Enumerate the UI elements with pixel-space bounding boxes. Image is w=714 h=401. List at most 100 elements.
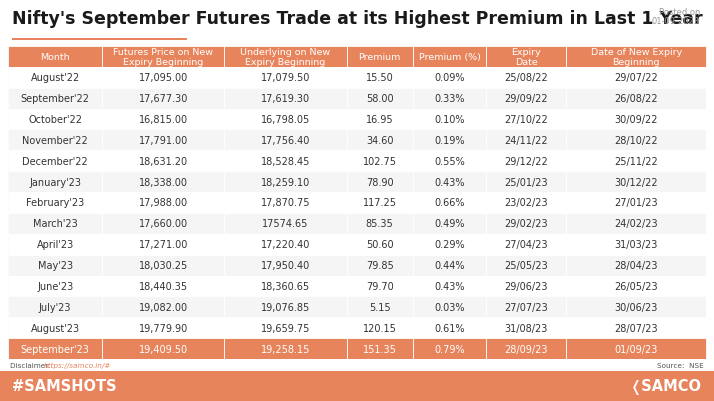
Text: 17,950.40: 17,950.40	[261, 261, 310, 270]
Text: 25/08/22: 25/08/22	[504, 73, 548, 83]
Bar	[102, 109, 224, 130]
Text: 19,258.15: 19,258.15	[261, 344, 310, 354]
Bar	[8, 151, 102, 172]
Bar	[413, 151, 486, 172]
Bar	[8, 192, 102, 213]
Text: 0.43%: 0.43%	[434, 177, 465, 187]
Text: Posted on: Posted on	[658, 8, 700, 17]
Bar	[566, 192, 706, 213]
Bar	[566, 255, 706, 276]
Bar	[486, 68, 566, 89]
Text: 18,440.35: 18,440.35	[139, 281, 188, 291]
Text: 17,660.00: 17,660.00	[139, 219, 188, 229]
Bar	[224, 109, 346, 130]
Text: 79.85: 79.85	[366, 261, 393, 270]
Text: 0.03%: 0.03%	[434, 302, 465, 312]
Text: 18,030.25: 18,030.25	[139, 261, 188, 270]
Bar	[486, 89, 566, 109]
Bar	[224, 318, 346, 338]
Text: 79.70: 79.70	[366, 281, 393, 291]
Bar	[566, 276, 706, 297]
Bar	[346, 47, 413, 68]
Bar	[566, 68, 706, 89]
Text: 17,756.40: 17,756.40	[261, 136, 310, 146]
Bar	[486, 276, 566, 297]
Text: 29/06/23: 29/06/23	[505, 281, 548, 291]
Bar	[413, 276, 486, 297]
Text: 25/01/23: 25/01/23	[505, 177, 548, 187]
Text: 25/11/22: 25/11/22	[614, 156, 658, 166]
Bar	[224, 234, 346, 255]
Bar	[486, 338, 566, 359]
Bar	[486, 297, 566, 318]
Bar	[224, 297, 346, 318]
Text: https://samco.in/#: https://samco.in/#	[44, 362, 111, 368]
Text: 0.44%: 0.44%	[434, 261, 465, 270]
Text: 29/02/23: 29/02/23	[505, 219, 548, 229]
Text: Underlying on New
Expiry Beginning: Underlying on New Expiry Beginning	[241, 47, 331, 67]
Text: April'23: April'23	[36, 240, 74, 249]
Bar	[486, 172, 566, 192]
Text: 16,815.00: 16,815.00	[139, 115, 188, 125]
Text: 30/12/22: 30/12/22	[614, 177, 658, 187]
Text: October'22: October'22	[28, 115, 82, 125]
Text: 17,791.00: 17,791.00	[139, 136, 188, 146]
Text: 17,988.00: 17,988.00	[139, 198, 188, 208]
Bar	[486, 130, 566, 151]
Text: Month: Month	[40, 53, 70, 62]
Bar	[102, 89, 224, 109]
Text: 78.90: 78.90	[366, 177, 393, 187]
Text: September'23: September'23	[21, 344, 89, 354]
Bar	[102, 276, 224, 297]
Text: September'22: September'22	[21, 94, 90, 104]
Bar	[102, 47, 224, 68]
Bar	[0, 0, 714, 47]
Bar	[224, 192, 346, 213]
Text: 0.49%: 0.49%	[434, 219, 465, 229]
Text: 23/02/23: 23/02/23	[505, 198, 548, 208]
Text: August'23: August'23	[31, 323, 80, 333]
Text: 16.95: 16.95	[366, 115, 393, 125]
Text: Futures Price on New
Expiry Beginning: Futures Price on New Expiry Beginning	[114, 47, 213, 67]
Text: 01/09/23: 01/09/23	[615, 344, 658, 354]
Bar	[346, 213, 413, 234]
Bar	[224, 172, 346, 192]
Bar	[8, 47, 102, 68]
Text: 27/07/23: 27/07/23	[504, 302, 548, 312]
Text: 17,271.00: 17,271.00	[139, 240, 188, 249]
Bar	[413, 47, 486, 68]
Bar	[0, 359, 714, 371]
Bar	[413, 297, 486, 318]
Text: 0.19%: 0.19%	[434, 136, 465, 146]
Bar	[224, 255, 346, 276]
Bar	[346, 192, 413, 213]
Bar	[566, 338, 706, 359]
Bar	[486, 192, 566, 213]
Bar	[413, 172, 486, 192]
Bar	[346, 255, 413, 276]
Bar	[486, 318, 566, 338]
Text: 28/09/23: 28/09/23	[505, 344, 548, 354]
Bar	[346, 109, 413, 130]
Text: 0.61%: 0.61%	[434, 323, 465, 333]
Bar	[346, 130, 413, 151]
Bar	[102, 192, 224, 213]
Text: 28/04/23: 28/04/23	[615, 261, 658, 270]
Bar	[566, 109, 706, 130]
Bar	[224, 130, 346, 151]
Text: 18,631.20: 18,631.20	[139, 156, 188, 166]
Bar	[346, 276, 413, 297]
Text: June'23: June'23	[37, 281, 74, 291]
Text: 17,677.30: 17,677.30	[139, 94, 188, 104]
Bar	[8, 234, 102, 255]
Text: 31/03/23: 31/03/23	[615, 240, 658, 249]
Text: ❬SAMCO: ❬SAMCO	[630, 378, 702, 394]
Text: November'22: November'22	[22, 136, 88, 146]
Text: 102.75: 102.75	[363, 156, 397, 166]
Text: 50.60: 50.60	[366, 240, 393, 249]
Text: 18,338.00: 18,338.00	[139, 177, 188, 187]
Bar	[486, 213, 566, 234]
Text: 0.79%: 0.79%	[434, 344, 465, 354]
Text: 01-09-2023: 01-09-2023	[652, 17, 700, 26]
Text: Expiry
Date: Expiry Date	[511, 47, 541, 67]
